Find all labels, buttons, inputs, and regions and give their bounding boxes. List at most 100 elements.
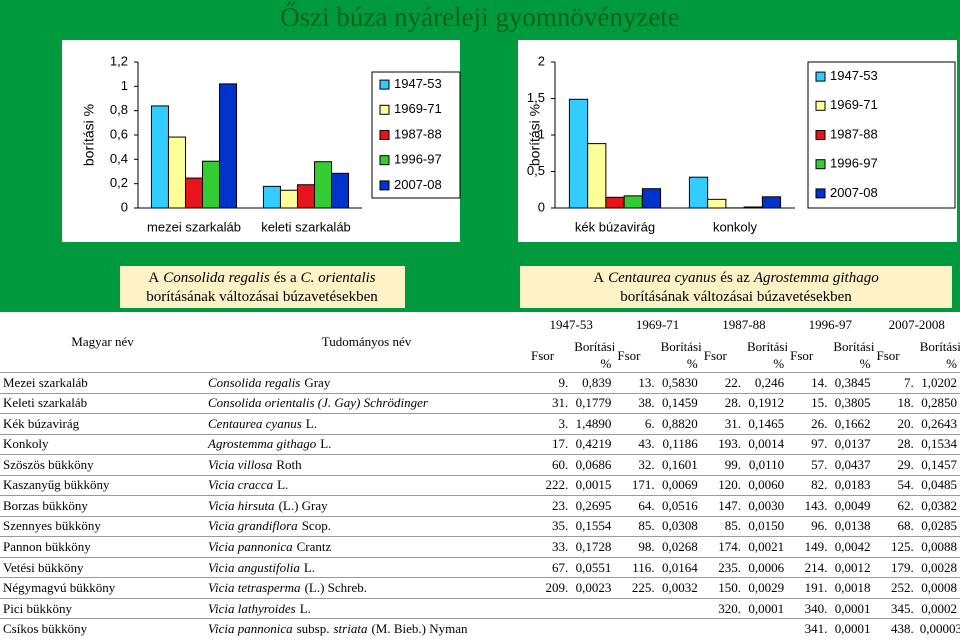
cover-value: 0,1457 bbox=[916, 454, 960, 476]
legend-label: 1987-88 bbox=[830, 126, 878, 141]
name-part: Gray bbox=[304, 374, 331, 390]
cover-value: 0,0008 bbox=[916, 577, 960, 599]
rank-value: 214. bbox=[787, 556, 831, 578]
chart-caption: A Centaurea cyanus és az Agrostemma githago bbox=[593, 270, 879, 286]
legend-swatch bbox=[379, 180, 390, 191]
rank-value: 31. bbox=[700, 413, 744, 435]
hungarian-name: Szöszös bükköny bbox=[0, 454, 205, 476]
legend-swatch bbox=[379, 130, 390, 140]
bar bbox=[641, 188, 662, 209]
legend-swatch bbox=[379, 79, 390, 90]
y-tick-label: 0 bbox=[121, 199, 128, 214]
name-part: striata bbox=[333, 621, 368, 637]
cover-value: 0,0012 bbox=[830, 556, 874, 578]
cover-value: 0,5830 bbox=[657, 372, 701, 394]
legend-label: 2007-08 bbox=[830, 185, 878, 200]
cover-value: 0,3845 bbox=[830, 372, 874, 394]
y-axis-label: borítási % bbox=[81, 104, 97, 166]
column-header: Magyar név bbox=[71, 334, 134, 349]
cover-value: 0,2850 bbox=[916, 392, 960, 414]
cover-value: 0,0138 bbox=[830, 515, 874, 537]
bar bbox=[761, 196, 782, 209]
table-row: Borzas bükköny Vicia hirsuta (L.) Gray 23. 0… bbox=[0, 495, 960, 517]
caption-part: A bbox=[593, 270, 604, 286]
bar bbox=[167, 136, 186, 209]
legend-swatch bbox=[815, 188, 826, 199]
scientific-name: Vicia pannonica Crantz bbox=[205, 536, 528, 558]
hungarian-name: Pannon bükköny bbox=[0, 536, 205, 558]
hungarian-name: Négymagvú bükköny bbox=[0, 577, 205, 599]
name-part: Vicia pannonica bbox=[208, 621, 293, 637]
rank-value: 17. bbox=[528, 433, 572, 455]
bar bbox=[707, 198, 727, 209]
hungarian-name: Kék búzavirág bbox=[0, 413, 205, 435]
period-header: 1947-53 bbox=[549, 317, 593, 332]
x-tick-label: keleti szarkaláb bbox=[261, 219, 351, 234]
sub-header: Borítási % bbox=[833, 339, 874, 371]
rank-value: 43. bbox=[614, 433, 658, 455]
rank-value: 98. bbox=[614, 536, 658, 558]
sub-header: Fsor bbox=[703, 347, 727, 363]
empty-cell bbox=[614, 597, 658, 619]
cover-value: 0,0021 bbox=[743, 536, 788, 558]
hungarian-name: Konkoly bbox=[0, 433, 205, 455]
name-part: (L.) Gray bbox=[278, 497, 328, 513]
rank-value: 68. bbox=[873, 515, 917, 537]
rank-value: 179. bbox=[873, 556, 917, 578]
cover-value: 0,1779 bbox=[571, 392, 615, 414]
empty-cell bbox=[743, 618, 788, 639]
hungarian-name: Szennyes bükköny bbox=[0, 515, 205, 537]
table-row: Konkoly Agrostemma githago L. 17. 0,4219 43. 0… bbox=[0, 433, 960, 455]
scientific-name: Vicia hirsuta (L.) Gray bbox=[205, 495, 528, 517]
y-tick-label: 1,2 bbox=[110, 53, 128, 68]
empty-cell bbox=[657, 618, 701, 639]
rank-value: 85. bbox=[700, 515, 744, 537]
cover-value: 0,1601 bbox=[657, 454, 701, 476]
table-row: Kék búzavirág Centaurea cyanus L. 3. 1,4890 6… bbox=[0, 413, 960, 435]
sub-header: Fsor bbox=[876, 347, 900, 363]
name-part: Vicia cracca bbox=[208, 477, 274, 493]
rank-value: 60. bbox=[528, 454, 572, 476]
rank-value: 235. bbox=[700, 556, 744, 578]
legend-swatch bbox=[815, 130, 826, 140]
cover-value: 0,00003 bbox=[916, 618, 960, 639]
bar bbox=[605, 196, 625, 209]
legend-label: 1947-53 bbox=[394, 76, 442, 91]
empty-cell bbox=[571, 597, 615, 619]
cover-value: 0,1186 bbox=[657, 433, 701, 455]
cover-value: 0,0042 bbox=[830, 536, 874, 558]
scientific-name: Vicia angustifolia L. bbox=[205, 556, 528, 578]
y-tick-label: 0,4 bbox=[110, 151, 128, 166]
rank-value: 120. bbox=[700, 474, 744, 496]
scientific-name: Consolida orientalis (J. Gay) Schrödinge… bbox=[205, 392, 528, 414]
hungarian-name: Keleti szarkaláb bbox=[0, 392, 205, 414]
cover-value: 0,0015 bbox=[571, 474, 615, 496]
rank-value: 33. bbox=[528, 536, 572, 558]
bar bbox=[202, 160, 221, 209]
rank-value: 54. bbox=[873, 474, 917, 496]
sub-header: Fsor bbox=[531, 347, 555, 363]
name-part: Vicia pannonica bbox=[208, 539, 293, 555]
rank-value: 171. bbox=[614, 474, 658, 496]
name-part: L. bbox=[303, 559, 316, 575]
bar bbox=[568, 98, 589, 209]
cover-value: 0,1465 bbox=[743, 413, 788, 435]
table-row: Keleti szarkaláb Consolida orientalis (J.… bbox=[0, 392, 960, 414]
sub-header: Fsor bbox=[790, 347, 814, 363]
rank-value: 320. bbox=[700, 597, 744, 619]
legend-label: 1969-71 bbox=[394, 101, 442, 116]
sub-header: Borítási % bbox=[919, 339, 960, 371]
name-part: (M. Bieb.) Nyman bbox=[371, 621, 468, 637]
hungarian-name: Csíkos bükköny bbox=[0, 618, 205, 639]
name-part: Consolida regalis bbox=[208, 374, 301, 390]
rank-value: 147. bbox=[700, 495, 744, 517]
rank-value: 28. bbox=[873, 433, 917, 455]
y-tick-label: 1,5 bbox=[527, 90, 545, 105]
header-row: Magyar név Tudományos név 1947-53 1969-71 19… bbox=[0, 312, 960, 349]
caption-part: és az bbox=[720, 270, 750, 286]
cover-value: 0,0030 bbox=[743, 495, 788, 517]
name-part: L. bbox=[305, 415, 317, 431]
name-part: Vicia grandiflora bbox=[208, 518, 298, 534]
rank-value: 29. bbox=[873, 454, 917, 476]
cover-value: 0,0110 bbox=[743, 454, 788, 476]
